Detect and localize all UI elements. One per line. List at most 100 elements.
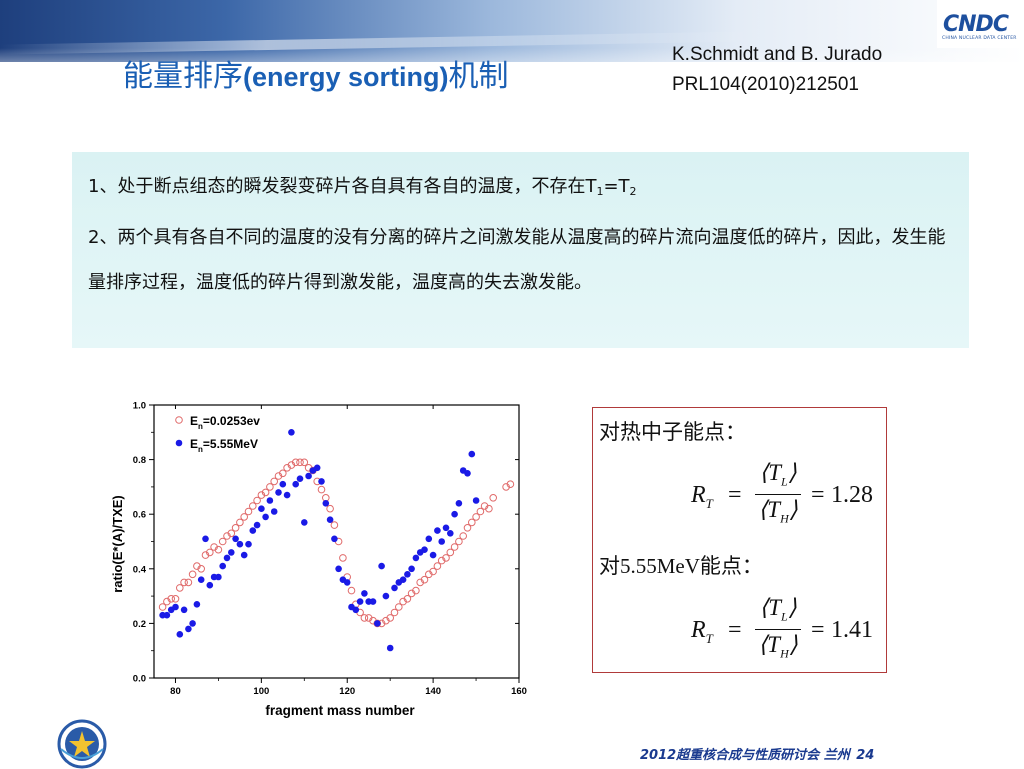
formula-value: 1.41 (831, 617, 873, 643)
data-point-fast (258, 505, 265, 512)
cndc-logo: CNDC CHINA NUCLEAR DATA CENTER (937, 0, 1024, 48)
plot-area (153, 404, 520, 679)
y-axis-label: ratio(E*(A)/TXE) (110, 495, 125, 593)
info-sub-1: 1 (596, 185, 604, 198)
data-point-thermal (330, 521, 339, 529)
data-point-fast (305, 472, 312, 480)
data-point-thermal (167, 595, 175, 603)
fraction-bar (755, 629, 801, 631)
data-point-fast (468, 450, 476, 458)
legend-thermal: En=0.0253ev (190, 414, 260, 431)
page-title: 能量排序(energy sorting)机制 (123, 57, 509, 97)
fraction-bar (755, 494, 801, 496)
data-point-fast (206, 581, 214, 589)
data-point-fast (240, 551, 248, 559)
data-point-thermal (347, 586, 356, 595)
footer-text: 2012超重核合成与性质研讨会 兰州 (640, 748, 850, 763)
data-point-thermal (218, 537, 227, 546)
data-point-fast (275, 489, 282, 496)
data-point-fast (434, 527, 441, 534)
y-tick-label: 0.4 (133, 564, 147, 575)
data-point-fast (318, 478, 325, 485)
data-point-thermal (489, 494, 498, 502)
data-point-fast (313, 464, 321, 472)
data-point-fast (197, 576, 205, 583)
data-point-thermal (266, 483, 274, 491)
data-point-thermal (446, 548, 455, 557)
data-point-thermal (442, 554, 450, 562)
data-point-fast (404, 571, 411, 578)
data-point-fast (361, 590, 368, 597)
data-point-fast (245, 540, 252, 548)
data-point-thermal (296, 458, 304, 467)
data-point-thermal (360, 614, 369, 622)
data-point-thermal (412, 586, 420, 595)
data-point-thermal (476, 507, 485, 516)
x-tick-label: 140 (425, 686, 441, 697)
logo-subtitle: CHINA NUCLEAR DATA CENTER (942, 36, 1017, 41)
y-tick-label: 0.8 (133, 455, 146, 466)
x-tick-label: 120 (339, 686, 355, 697)
data-point-thermal (188, 570, 197, 579)
title-en: (energy sorting) (243, 62, 449, 92)
formula-lhs: RT (691, 617, 713, 646)
title-cn-2: 机制 (448, 59, 509, 94)
y-tick-label: 0.6 (133, 510, 146, 521)
formula-numerator: ⟨TL⟩ (759, 460, 797, 489)
data-point-thermal (463, 524, 472, 532)
data-point-thermal (253, 496, 261, 505)
data-point-thermal (197, 565, 205, 573)
data-point-fast (378, 562, 385, 570)
data-point-fast (438, 538, 446, 545)
data-point-fast (176, 631, 184, 638)
conference-emblem-icon (57, 719, 107, 769)
data-point-thermal (300, 458, 309, 467)
data-point-thermal (171, 595, 180, 603)
formula-numerator: ⟨TL⟩ (759, 595, 797, 624)
data-point-thermal (429, 567, 437, 576)
data-point-fast (455, 500, 463, 507)
data-point-thermal (472, 513, 480, 521)
data-point-fast (391, 584, 398, 592)
title-cn-1: 能量排序 (123, 59, 243, 94)
data-point-thermal (214, 545, 223, 554)
footer: 2012超重核合成与性质研讨会 兰州 24 (640, 744, 874, 763)
reference-journal: PRL104(2010)212501 (672, 74, 859, 95)
y-tick-label: 0.0 (133, 674, 146, 685)
banner-fade (0, 48, 1024, 88)
data-point-thermal (433, 562, 442, 570)
data-point-fast (369, 598, 377, 605)
data-point-fast (296, 475, 304, 482)
data-point-fast (185, 625, 192, 633)
data-point-fast (266, 497, 274, 504)
data-point-fast (429, 551, 437, 559)
data-point-thermal (257, 491, 266, 499)
formula-box: 对热中子能点： RT = ⟨TL⟩ ⟨TH⟩ = 1.28 对5.55MeV能点… (592, 407, 887, 673)
data-point-thermal (420, 575, 429, 584)
data-point-thermal (506, 480, 515, 488)
data-point-fast (374, 620, 381, 627)
data-point-fast (412, 554, 420, 562)
data-point-fast (352, 606, 360, 614)
reference-authors: K.Schmidt and B. Jurado (672, 44, 883, 65)
data-point-fast (249, 527, 257, 534)
info-point-1: 1、处于断点组态的瞬发裂变碎片各自具有各自的温度，不存在T1=T2 (88, 170, 957, 209)
fast-label: 对5.55MeV能点： (599, 554, 763, 578)
data-point-thermal (270, 477, 278, 486)
data-point-thermal (317, 485, 326, 494)
formula-denominator: ⟨TH⟩ (758, 497, 798, 526)
formula-lhs: RT (691, 482, 713, 511)
data-point-fast (180, 606, 188, 614)
formula-thermal: RT = ⟨TL⟩ ⟨TH⟩ = 1.28 (683, 460, 883, 530)
data-point-fast (270, 508, 278, 515)
x-axis-label: fragment mass number (265, 703, 415, 718)
data-point-thermal (180, 578, 188, 587)
data-point-thermal (176, 584, 184, 592)
data-point-fast (283, 491, 291, 499)
formula-equals: = (811, 617, 825, 643)
data-point-thermal (206, 548, 214, 557)
info-box: 1、处于断点组态的瞬发裂变碎片各自具有各自的温度，不存在T1=T2 2、两个具有… (72, 152, 969, 348)
data-point-thermal (240, 513, 248, 521)
data-point-fast (447, 530, 454, 537)
data-point-fast (451, 510, 458, 518)
